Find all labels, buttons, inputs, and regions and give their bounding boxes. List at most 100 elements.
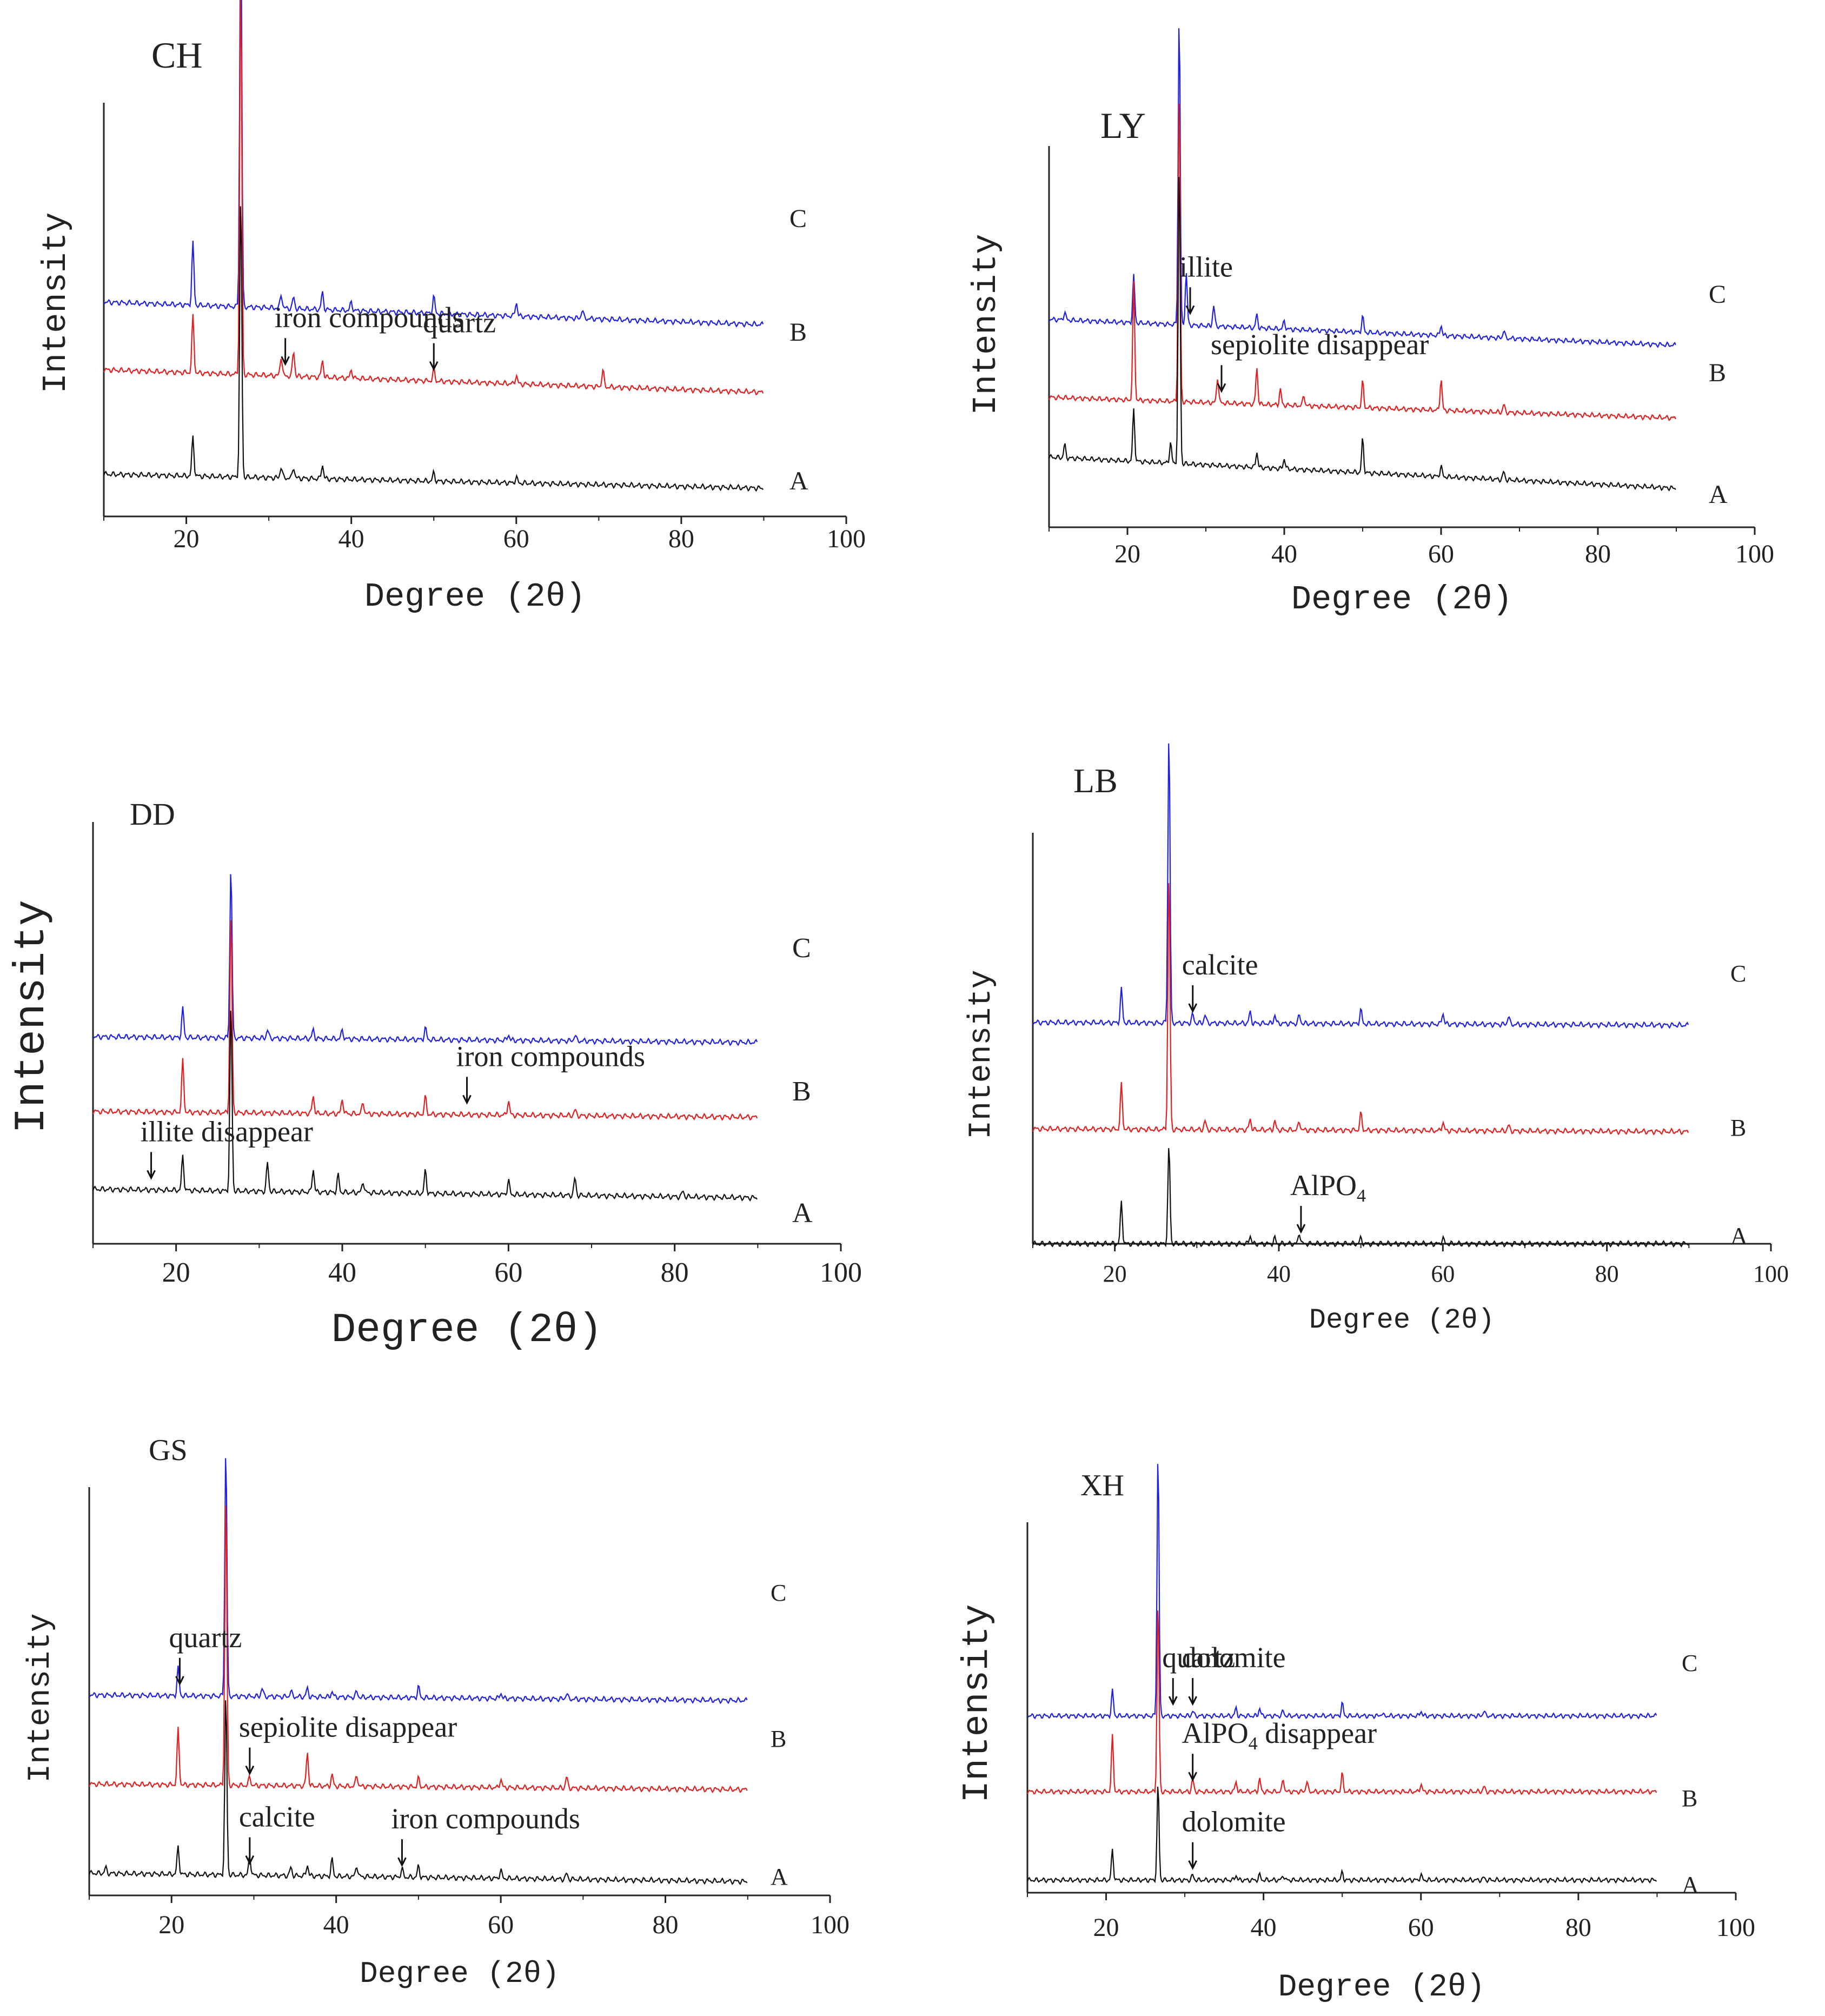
annotation-label: iron compounds — [391, 1802, 580, 1835]
x-tick-label: 60 — [1408, 1913, 1434, 1942]
annotation: AlPO4 disappear — [1182, 1717, 1377, 1782]
x-tick-label: 40 — [339, 525, 364, 553]
series-a-line — [1032, 1148, 1689, 1248]
annotation-arrowhead — [429, 361, 439, 371]
trace-label-a: A — [792, 1198, 813, 1229]
x-tick-label: 40 — [1267, 1261, 1291, 1287]
panel-ly: 20 40 60 80 100 Degree (2θ) Intensity LY C B Ailli… — [967, 28, 1774, 619]
annotation-arrowhead — [462, 1095, 472, 1105]
x-tick-label: 20 — [162, 1257, 190, 1288]
annotation: illite — [1179, 250, 1233, 315]
x-tick-label: 60 — [494, 1257, 522, 1288]
trace-label-a: A — [789, 467, 808, 495]
panel-title: LY — [1100, 105, 1146, 146]
annotation-label: dolomite — [1182, 1806, 1286, 1838]
annotation: calcite — [239, 1801, 315, 1865]
x-tick-label: 20 — [1103, 1261, 1127, 1287]
x-tick-label: 100 — [820, 1257, 862, 1288]
x-tick-label: 60 — [488, 1911, 514, 1939]
trace-label-c: C — [1682, 1650, 1697, 1676]
annotation-label: sepiolite disappear — [239, 1711, 457, 1743]
trace-label-a: A — [771, 1864, 788, 1890]
annotation-label: quartz — [169, 1621, 242, 1654]
annotation: iron compounds — [391, 1802, 580, 1867]
x-tick-label: 100 — [1735, 540, 1774, 568]
trace-label-b: B — [771, 1726, 786, 1752]
panel-ch: 20 40 60 80 100 Degree (2θ) Intensity CH C B Airon… — [37, 0, 866, 616]
series-a-line — [1026, 1786, 1657, 1884]
annotation-arrowhead — [175, 1676, 184, 1686]
x-axis-label: Degree (2θ) — [360, 1957, 560, 1991]
y-axis-label: Intensity — [967, 234, 1005, 415]
annotation-label: iron compounds — [275, 301, 463, 334]
series-b-line — [88, 1506, 748, 1794]
annotation: dolomite — [1182, 1806, 1286, 1871]
x-tick-label: 20 — [158, 1911, 184, 1939]
y-axis-label: Intensity — [964, 970, 999, 1139]
annotation-label: quartz — [1162, 1641, 1235, 1674]
x-axis-label: Degree (2θ) — [1278, 1970, 1485, 2005]
y-axis-label: Intensity — [37, 213, 75, 394]
annotation-label: calcite — [1182, 949, 1258, 981]
series-a-line — [103, 206, 764, 492]
series-c-line — [1032, 743, 1689, 1029]
annotation-suffix: disappear — [1258, 1717, 1377, 1749]
x-tick-label: 80 — [1565, 1913, 1591, 1942]
annotation-arrowhead — [1188, 1696, 1198, 1706]
trace-label-b: B — [792, 1076, 811, 1107]
x-tick-label: 60 — [1431, 1261, 1455, 1287]
series-b-line — [1026, 1610, 1657, 1795]
panel-title: CH — [151, 35, 202, 76]
annotation-label: illite — [1179, 250, 1233, 283]
series-c-line — [92, 874, 758, 1046]
x-tick-label: 100 — [811, 1911, 850, 1939]
annotation: dolomite — [1182, 1641, 1286, 1706]
y-axis-label: Intensity — [23, 1613, 58, 1782]
trace-label-b: B — [1709, 359, 1726, 387]
annotation-subscript: 4 — [1249, 1734, 1258, 1754]
panel-title: GS — [149, 1434, 188, 1467]
annotation-arrowhead — [1168, 1696, 1178, 1706]
annotation-label: sepiolite disappear — [1211, 328, 1429, 361]
series-c-line — [1048, 28, 1676, 348]
annotation: calcite — [1182, 949, 1258, 1013]
annotation: AlPO4 — [1290, 1169, 1366, 1234]
x-tick-label: 100 — [1716, 1913, 1755, 1942]
panel-gs: 20 40 60 80 100 Degree (2θ) Intensity GS C B Aquar… — [23, 1434, 850, 1991]
x-tick-label: 40 — [1271, 540, 1297, 568]
annotation-arrowhead — [397, 1857, 407, 1867]
trace-label-b: B — [789, 318, 807, 347]
x-axis-label: Degree (2θ) — [364, 578, 586, 616]
annotation: sepiolite disappear — [1211, 328, 1429, 393]
annotation-arrowhead — [147, 1170, 156, 1180]
series-b-line — [1048, 103, 1676, 421]
y-axis-label: Intensity — [8, 900, 57, 1133]
x-tick-label: 40 — [323, 1911, 349, 1939]
annotation-arrowhead — [245, 1765, 255, 1775]
panel-title: XH — [1080, 1469, 1124, 1502]
trace-label-a: A — [1709, 480, 1728, 509]
series-c-line — [89, 1458, 748, 1705]
x-tick-label: 20 — [1093, 1913, 1119, 1942]
x-tick-label: 80 — [1595, 1261, 1619, 1287]
x-tick-label: 60 — [1428, 540, 1454, 568]
annotation-arrowhead — [1296, 1224, 1306, 1234]
x-axis-label: Degree (2θ) — [331, 1307, 603, 1354]
trace-label-a: A — [1730, 1223, 1748, 1249]
x-tick-label: 80 — [668, 525, 694, 553]
annotation-label: illite disappear — [141, 1115, 313, 1148]
series-b-line — [1032, 883, 1689, 1136]
x-tick-label: 80 — [661, 1257, 689, 1288]
annotation-label: iron compounds — [456, 1040, 645, 1072]
panel-lb: 20 40 60 80 100 Degree (2θ) Intensity LB C B Acalc… — [964, 743, 1789, 1336]
series-b-line — [92, 920, 758, 1121]
x-tick-label: 100 — [1753, 1261, 1789, 1287]
trace-label-a: A — [1682, 1872, 1699, 1898]
annotation: sepiolite disappear — [239, 1711, 457, 1775]
series-c-line — [103, 0, 764, 328]
x-axis-label: Degree (2θ) — [1309, 1304, 1495, 1336]
annotation-arrowhead — [1185, 305, 1195, 315]
x-tick-label: 20 — [174, 525, 200, 553]
x-tick-label: 40 — [328, 1257, 356, 1288]
annotation: iron compounds — [275, 301, 463, 366]
